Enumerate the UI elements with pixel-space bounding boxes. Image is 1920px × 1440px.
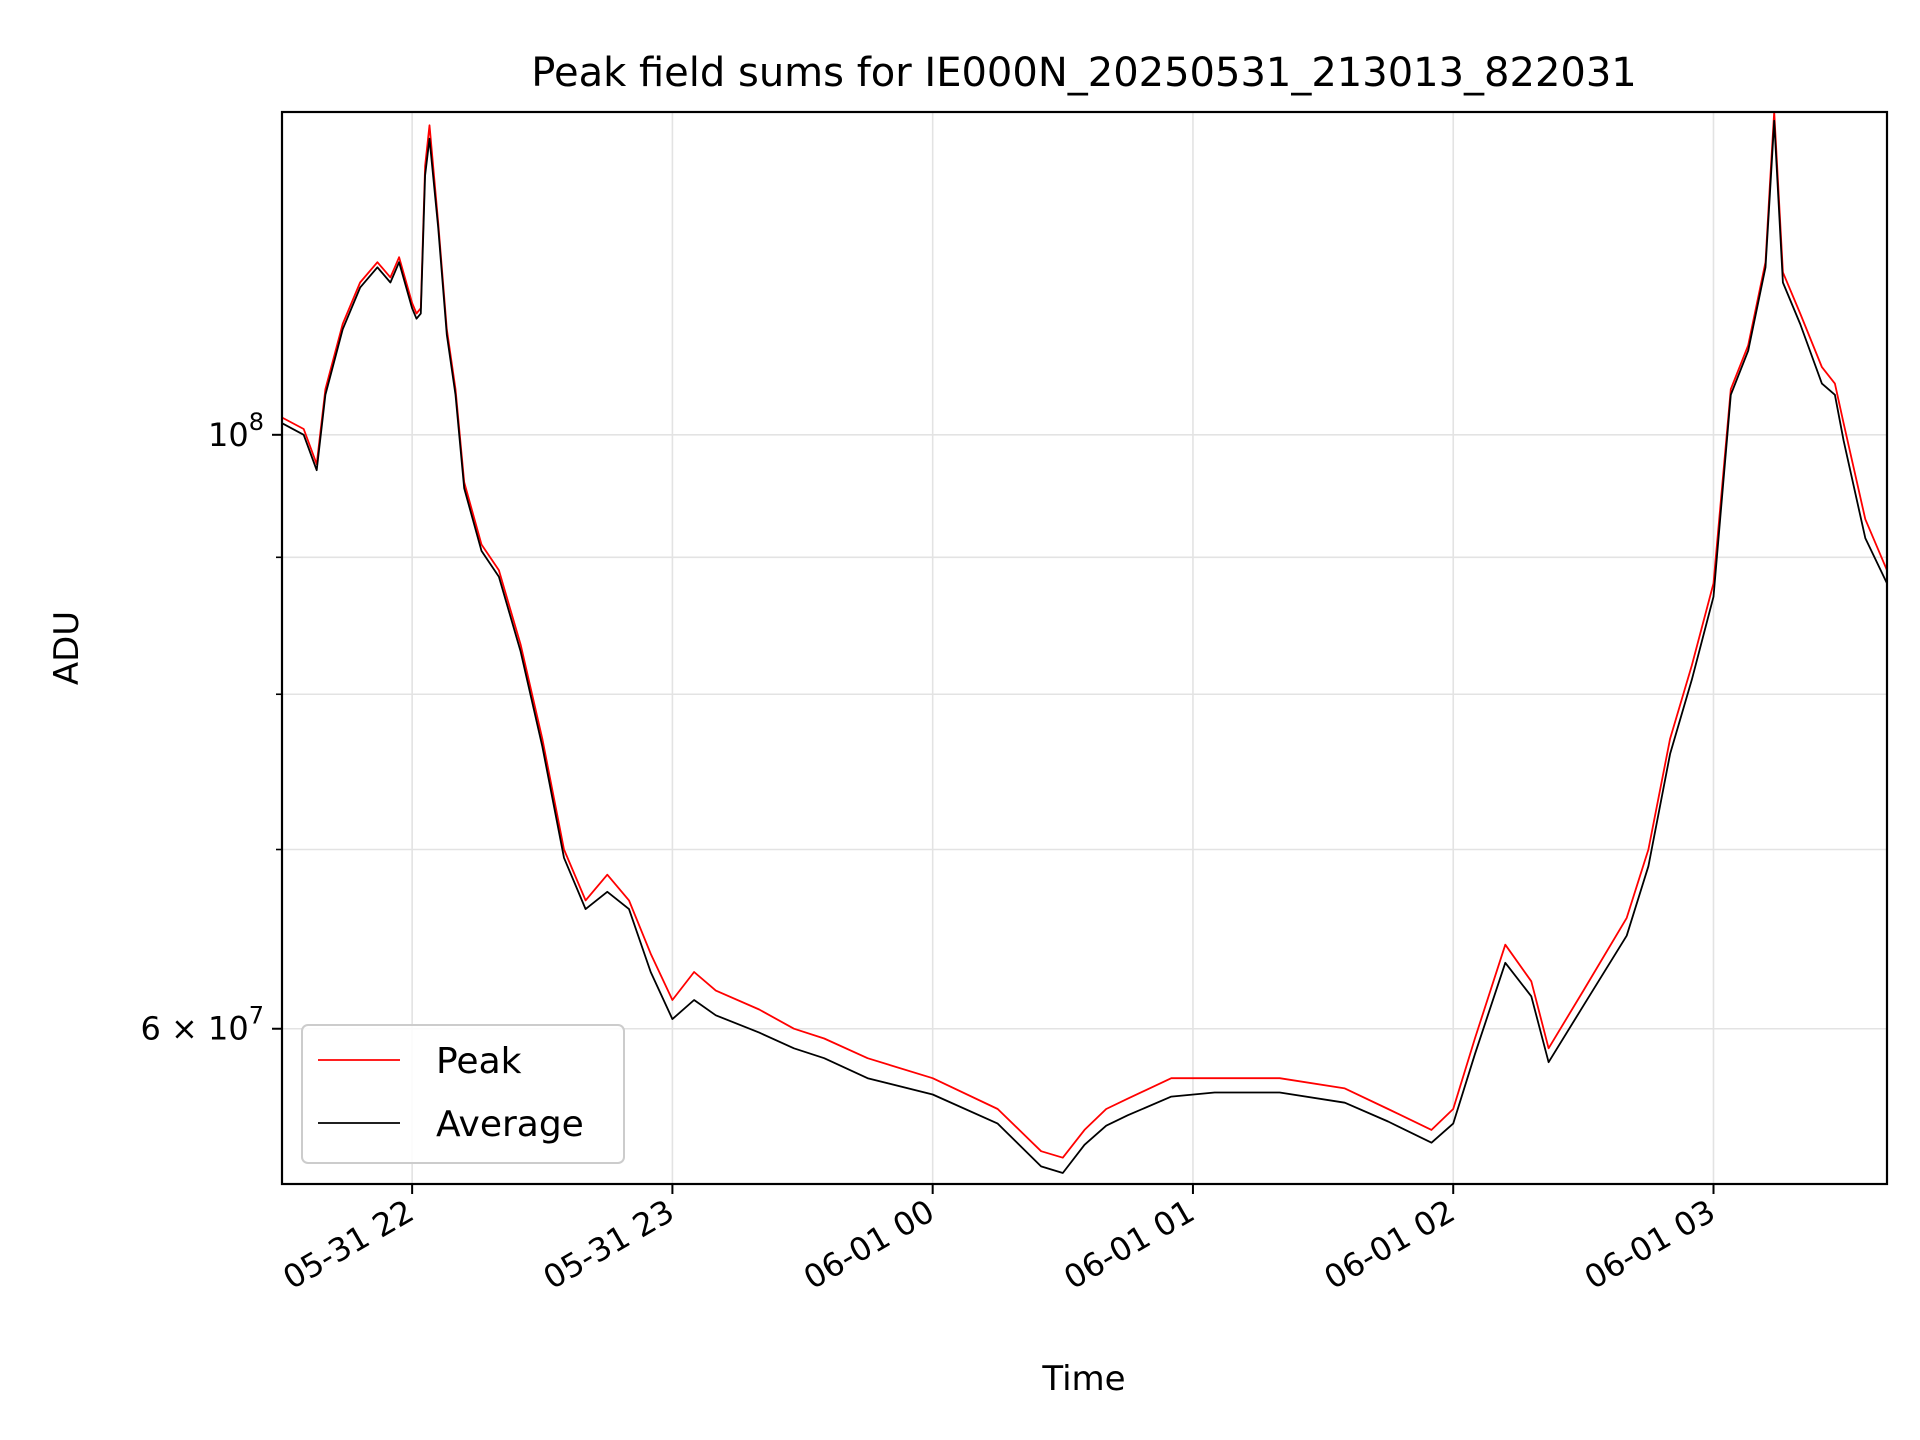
chart-title: Peak field sums for IE000N_20250531_2130…: [531, 50, 1636, 96]
y-tick-label: 108: [208, 408, 264, 454]
x-axis-label: Time: [1041, 1359, 1125, 1399]
plot-frame: [280, 110, 1889, 1186]
legend-label-peak: Peak: [436, 1041, 522, 1082]
series-layer: [281, 111, 1888, 1174]
legend-label-average: Average: [436, 1104, 584, 1145]
y-tick-label: 6 × 107: [140, 1002, 264, 1048]
series-line-peak: [281, 111, 1888, 1159]
series-line-average: [281, 119, 1888, 1174]
y-axis-label: ADU: [47, 611, 87, 685]
legend: Peak Average: [301, 1024, 625, 1164]
